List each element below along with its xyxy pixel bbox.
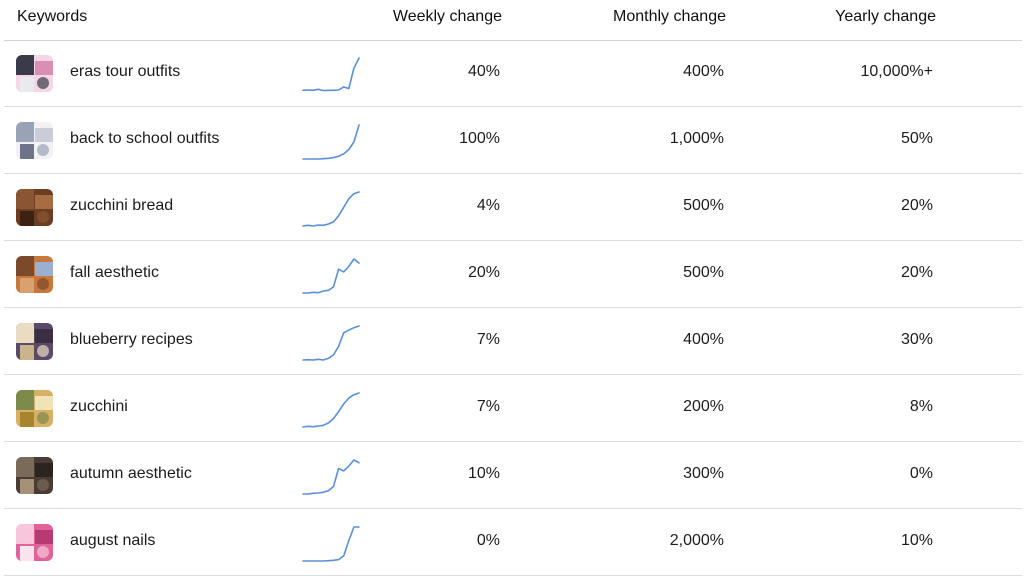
keyword-label[interactable]: fall aesthetic xyxy=(70,264,159,281)
weekly-change-value: 7% xyxy=(476,331,500,348)
monthly-change-value: 1,000% xyxy=(669,130,724,147)
keyword-thumbnail xyxy=(16,122,53,159)
header-monthly-change[interactable]: Monthly change xyxy=(613,8,726,25)
keyword-thumbnail xyxy=(16,256,53,293)
yearly-change-value: 20% xyxy=(900,197,933,214)
yearly-change-value: 10,000%+ xyxy=(860,63,933,80)
trend-sparkline xyxy=(300,119,362,163)
keyword-label[interactable]: zucchini xyxy=(70,398,128,415)
weekly-change-value: 0% xyxy=(476,532,500,549)
sparkline-line xyxy=(302,392,360,428)
header-yearly-change[interactable]: Yearly change xyxy=(835,8,936,25)
monthly-change-value: 300% xyxy=(683,465,724,482)
sparkline-line xyxy=(302,124,360,160)
header-keywords[interactable]: Keywords xyxy=(17,8,88,25)
monthly-change-value: 500% xyxy=(683,197,724,214)
yearly-change-value: 10% xyxy=(900,532,933,549)
yearly-change-value: 8% xyxy=(909,398,933,415)
keyword-label[interactable]: back to school outfits xyxy=(70,130,220,147)
sparkline-line xyxy=(302,57,360,92)
weekly-change-value: 20% xyxy=(467,264,500,281)
weekly-change-value: 4% xyxy=(476,197,500,214)
table-row[interactable]: back to school outfits 100% 1,000% 50% xyxy=(4,107,1022,174)
sparkline-line xyxy=(302,191,360,227)
yearly-change-value: 50% xyxy=(900,130,933,147)
trend-sparkline xyxy=(300,186,362,230)
table-row[interactable]: fall aesthetic 20% 500% 20% xyxy=(4,241,1022,308)
trend-sparkline xyxy=(300,253,362,297)
table-row[interactable]: eras tour outfits 40% 400% 10,000%+ xyxy=(4,40,1022,107)
table-header: Keywords Weekly change Monthly change Ye… xyxy=(4,0,1022,41)
yearly-change-value: 0% xyxy=(909,465,933,482)
table-row[interactable]: autumn aesthetic 10% 300% 0% xyxy=(4,442,1022,509)
sparkline-line xyxy=(302,325,360,361)
monthly-change-value: 500% xyxy=(683,264,724,281)
trend-sparkline xyxy=(300,52,362,96)
weekly-change-value: 40% xyxy=(467,63,500,80)
sparkline-line xyxy=(302,258,360,294)
sparkline-line xyxy=(302,459,360,495)
keyword-label[interactable]: august nails xyxy=(70,532,156,549)
monthly-change-value: 400% xyxy=(683,63,724,80)
weekly-change-value: 100% xyxy=(459,130,500,147)
table-row[interactable]: zucchini bread 4% 500% 20% xyxy=(4,174,1022,241)
yearly-change-value: 30% xyxy=(900,331,933,348)
keyword-thumbnail xyxy=(16,457,53,494)
monthly-change-value: 400% xyxy=(683,331,724,348)
yearly-change-value: 20% xyxy=(900,264,933,281)
keyword-thumbnail xyxy=(16,524,53,561)
keyword-label[interactable]: zucchini bread xyxy=(70,197,174,214)
table-row[interactable]: zucchini 7% 200% 8% xyxy=(4,375,1022,442)
trend-sparkline xyxy=(300,521,362,565)
header-weekly-change[interactable]: Weekly change xyxy=(392,8,502,25)
keyword-thumbnail xyxy=(16,189,53,226)
monthly-change-value: 2,000% xyxy=(669,532,724,549)
trend-sparkline xyxy=(300,387,362,431)
keyword-label[interactable]: blueberry recipes xyxy=(70,331,193,348)
monthly-change-value: 200% xyxy=(683,398,724,415)
keyword-thumbnail xyxy=(16,390,53,427)
keyword-label[interactable]: eras tour outfits xyxy=(70,63,181,80)
trend-sparkline xyxy=(300,320,362,364)
sparkline-line xyxy=(302,526,360,562)
weekly-change-value: 7% xyxy=(476,398,500,415)
keyword-thumbnail xyxy=(16,55,53,92)
trend-sparkline xyxy=(300,454,362,498)
keyword-label[interactable]: autumn aesthetic xyxy=(70,465,192,482)
keyword-thumbnail xyxy=(16,323,53,360)
table-row[interactable]: august nails 0% 2,000% 10% xyxy=(4,509,1022,576)
table-row[interactable]: blueberry recipes 7% 400% 30% xyxy=(4,308,1022,375)
weekly-change-value: 10% xyxy=(467,465,500,482)
